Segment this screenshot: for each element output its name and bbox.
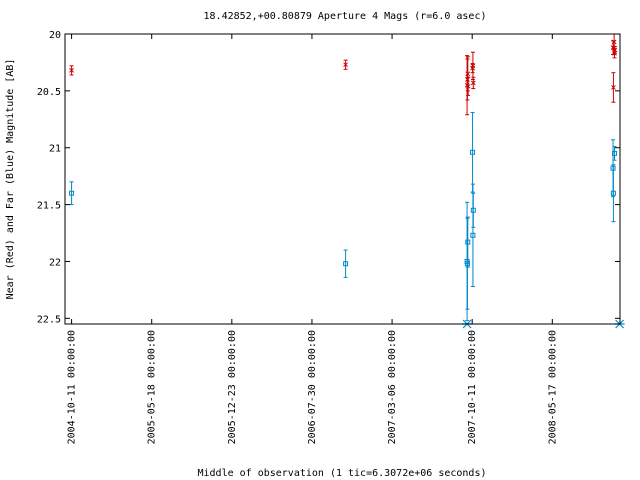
data-point <box>465 83 471 89</box>
plot-marks <box>69 33 625 329</box>
chart-title: 18.42852,+00.80879 Aperture 4 Mags (r=6.… <box>204 11 487 22</box>
data-point <box>343 261 349 267</box>
data-point <box>470 63 476 69</box>
x-tick-label: 2005-12-23 00:00:00 <box>227 330 238 444</box>
data-point <box>610 190 616 196</box>
data-point <box>470 232 476 238</box>
data-point <box>343 62 348 68</box>
x-tick-label: 2007-03-06 00:00:00 <box>387 330 398 444</box>
y-axis: 20 20.5 21 21.5 22 22.5 <box>37 30 620 325</box>
x-tick-label: 2005-05-18 00:00:00 <box>147 330 158 444</box>
x-axis-label: Middle of observation (1 tic=6.3072e+06 … <box>198 468 487 479</box>
data-point <box>69 68 74 73</box>
plot-frame <box>64 33 621 325</box>
series-far-blue <box>69 111 618 322</box>
x-tick-label: 2006-07-30 00:00:00 <box>307 330 318 444</box>
data-point <box>612 150 618 156</box>
x-tick-label: 2004-10-11 00:00:00 <box>67 330 78 444</box>
data-point <box>470 80 476 86</box>
x-tick-label: 2007-10-11 00:00:00 <box>467 330 478 444</box>
data-point <box>465 71 471 77</box>
y-tick-label: 22 <box>49 257 61 268</box>
y-tick-label: 21 <box>49 144 61 155</box>
y-tick-label: 21.5 <box>37 201 61 212</box>
data-point <box>611 39 617 45</box>
y-tick-label: 20.5 <box>37 87 61 98</box>
data-point <box>470 207 476 213</box>
data-point <box>465 239 471 245</box>
data-point <box>69 190 75 196</box>
data-point <box>611 85 616 90</box>
y-axis-label: Near (Red) and Far (Blue) Magnitude [AB] <box>5 59 16 300</box>
x-tick-label: 2008-05-17 00:00:00 <box>547 330 558 444</box>
x-axis: 2004-10-11 00:00:00 2005-05-18 00:00:00 20… <box>67 34 558 444</box>
y-tick-label: 20 <box>49 30 61 41</box>
data-point <box>612 47 618 53</box>
y-tick-label: 22.5 <box>37 314 61 325</box>
data-point <box>470 149 476 155</box>
series-near-red <box>69 33 618 116</box>
